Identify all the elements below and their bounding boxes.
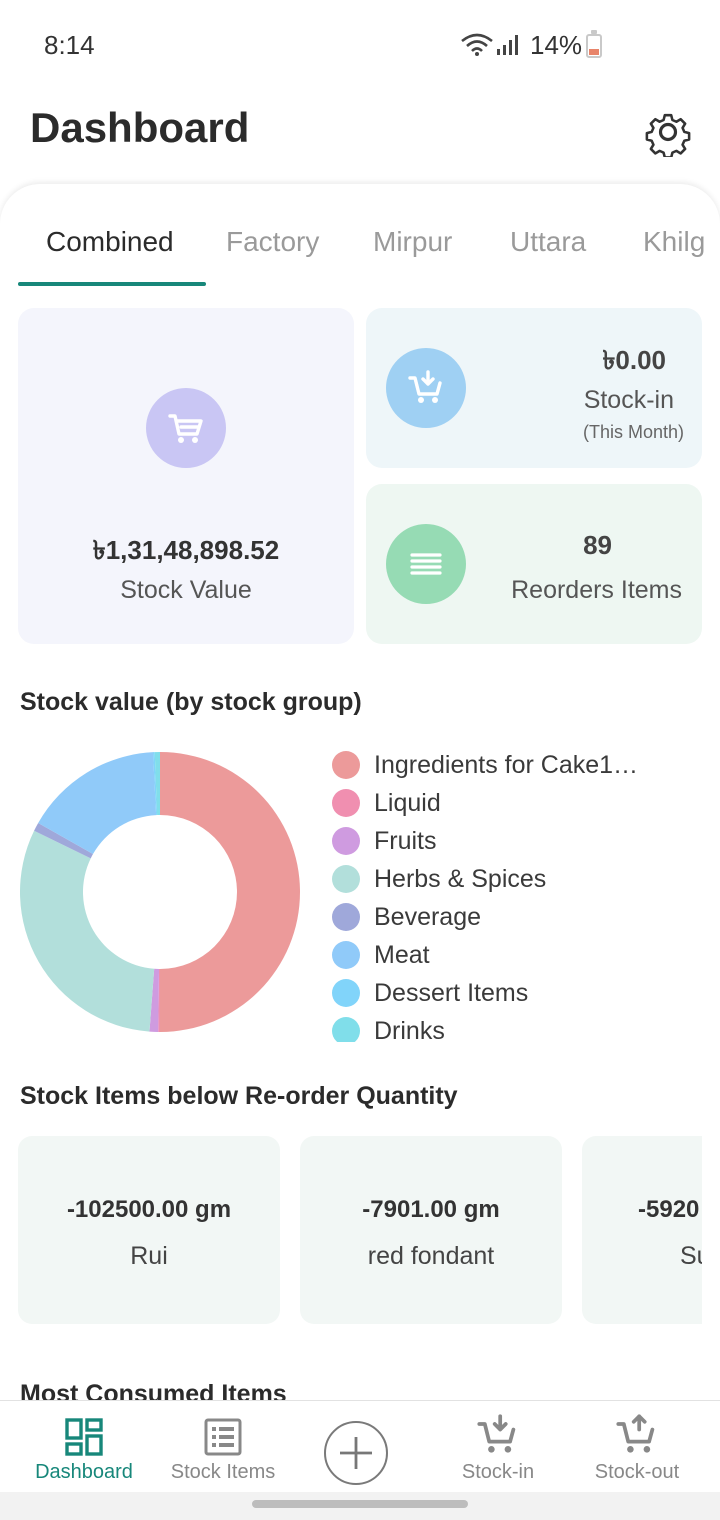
legend-swatch: [332, 903, 360, 931]
donut-slice[interactable]: [34, 823, 93, 859]
tab-khilg[interactable]: Khilg: [643, 226, 706, 257]
reorder-item-card[interactable]: -7901.00 gm red fondant: [300, 1136, 562, 1324]
page-title: Dashboard: [30, 104, 250, 151]
legend-item: Drinks: [332, 1012, 445, 1042]
gear-icon: [645, 113, 691, 157]
wifi-icon: [461, 33, 493, 56]
cart-down-icon: [477, 1414, 516, 1453]
location-tabs: Combined Factory Mirpur Uttara Khilg: [0, 212, 720, 292]
stock-value-card[interactable]: ৳1,31,48,898.52 Stock Value: [18, 308, 354, 644]
reorder-item-card[interactable]: -102500.00 gm Rui: [18, 1136, 280, 1324]
nav-dashboard[interactable]: Dashboard: [24, 1401, 144, 1493]
legend-swatch: [332, 751, 360, 779]
legend-label: Ingredients for Cake1…: [374, 750, 639, 779]
chart-legend: Ingredients for Cake1… Liquid Fruits Herbs …: [332, 746, 712, 1042]
battery-percent: 14%: [530, 30, 583, 60]
legend-swatch: [332, 789, 360, 817]
legend-label: Liquid: [374, 788, 441, 817]
legend-label: Meat: [374, 940, 430, 969]
donut-slice[interactable]: [158, 968, 160, 1032]
stock-in-amount: ৳0.00: [602, 345, 666, 375]
nav-stock-out[interactable]: Stock-out: [580, 1401, 694, 1493]
stock-in-period: (This Month): [582, 422, 684, 442]
reorder-item-name: Su: [680, 1242, 702, 1270]
reorder-item-qty: -7901.00 gm: [362, 1196, 500, 1223]
dashboard-icon: [65, 1418, 103, 1456]
tab-factory[interactable]: Factory: [226, 226, 320, 257]
settings-button[interactable]: [640, 104, 696, 160]
stock-value-icon-circle: [146, 388, 226, 468]
legend-item: Liquid: [332, 784, 441, 822]
status-bar: 8:14 14%: [0, 0, 720, 90]
nav-stock-in-label: Stock-in: [461, 1461, 535, 1483]
tab-uttara[interactable]: Uttara: [510, 226, 587, 257]
legend-item: Herbs & Spices: [332, 860, 546, 898]
reorder-item-card[interactable]: -5920 Su: [582, 1136, 702, 1324]
list-icon: [204, 1418, 242, 1456]
reorder-carousel[interactable]: -102500.00 gm Rui -7901.00 gm red fondan…: [0, 1136, 702, 1324]
cart-up-icon: [616, 1414, 655, 1453]
legend-label: Dessert Items: [374, 978, 529, 1007]
nav-dashboard-label: Dashboard: [35, 1461, 133, 1483]
battery-icon: [586, 30, 602, 58]
legend-swatch: [332, 941, 360, 969]
reorder-section-title: Stock Items below Re-order Quantity: [20, 1082, 458, 1110]
bottom-navigation: Dashboard Stock Items Stock-in: [0, 1400, 720, 1492]
legend-swatch: [332, 1017, 360, 1042]
nav-stock-items-label: Stock Items: [170, 1461, 276, 1483]
donut-slice[interactable]: [160, 752, 300, 1032]
dashboard-sheet: Combined Factory Mirpur Uttara Khilg ৳1,…: [0, 184, 720, 1400]
reorder-item-name: Rui: [130, 1242, 168, 1270]
legend-swatch: [332, 827, 360, 855]
legend-item: Meat: [332, 936, 430, 974]
legend-item: Dessert Items: [332, 974, 528, 1012]
stock-in-card[interactable]: ৳0.00 Stock-in (This Month): [366, 308, 702, 468]
legend-item: Beverage: [332, 898, 481, 936]
reorder-label: Reorders Items: [511, 576, 682, 604]
donut-slice[interactable]: [19, 830, 155, 1032]
legend-label: Drinks: [374, 1016, 445, 1043]
reorder-icon-circle: [386, 524, 466, 604]
signal-icon: [497, 35, 518, 55]
reorder-item-name: red fondant: [367, 1242, 495, 1270]
nav-stock-in[interactable]: Stock-in: [448, 1401, 548, 1493]
stock-value-amount: ৳1,31,48,898.52: [92, 535, 280, 565]
donut-slice[interactable]: [152, 752, 158, 816]
gesture-bar[interactable]: [252, 1500, 468, 1508]
donut-slice[interactable]: [38, 752, 157, 855]
reorder-item-qty: -102500.00 gm: [66, 1196, 232, 1223]
cart-icon: [168, 414, 203, 443]
stock-in-icon-circle: [386, 348, 466, 428]
legend-label: Fruits: [374, 826, 437, 855]
tab-combined[interactable]: Combined: [46, 226, 174, 257]
cart-down-icon: [408, 370, 442, 403]
add-icon: [340, 1437, 372, 1469]
stock-in-label: Stock-in: [583, 386, 674, 414]
legend-label: Herbs & Spices: [374, 864, 547, 893]
legend-swatch: [332, 979, 360, 1007]
legend-label: Beverage: [374, 902, 482, 931]
add-button[interactable]: [324, 1421, 388, 1485]
list-lines-icon: [410, 553, 442, 575]
legend-swatch: [332, 865, 360, 893]
nav-stock-items[interactable]: Stock Items: [160, 1401, 286, 1493]
reorder-count: 89: [583, 530, 612, 560]
legend-item: Ingredients for Cake1…: [332, 746, 638, 784]
legend-item: Fruits: [332, 822, 437, 860]
stock-group-title: Stock value (by stock group): [20, 688, 362, 716]
tab-indicator: [18, 282, 206, 286]
nav-stock-out-label: Stock-out: [594, 1461, 680, 1483]
tab-mirpur[interactable]: Mirpur: [373, 226, 453, 257]
stock-value-label: Stock Value: [120, 576, 252, 604]
stock-group-donut-chart: [19, 752, 300, 1032]
status-time: 8:14: [44, 30, 95, 60]
most-consumed-title: Most Consumed Items: [20, 1380, 287, 1400]
donut-slice[interactable]: [149, 968, 160, 1032]
reorder-items-card[interactable]: 89 Reorders Items: [366, 484, 702, 644]
donut-slice[interactable]: [154, 752, 160, 816]
reorder-item-qty: -5920: [638, 1196, 700, 1223]
